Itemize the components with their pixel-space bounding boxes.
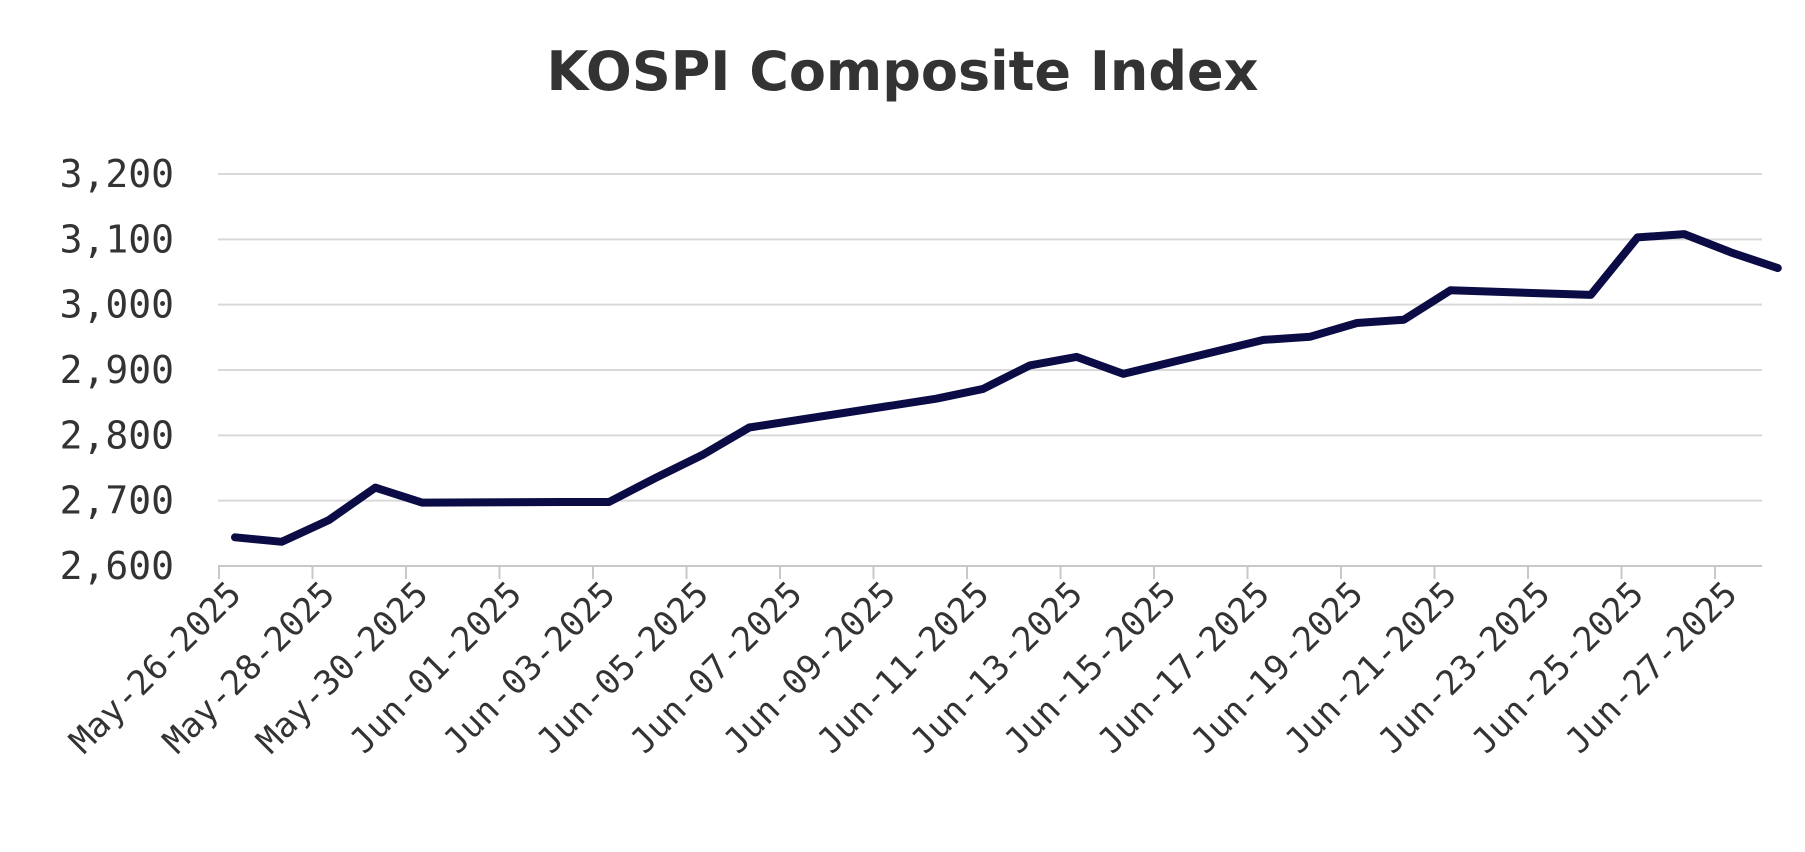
data-point [325,517,332,524]
data-point [278,538,285,545]
data-point [1587,291,1594,298]
series-line [231,230,1782,546]
data-point [1681,231,1688,238]
y-tick-label: 3,100 [60,217,174,261]
data-point [1026,362,1033,369]
y-tick-label: 2,600 [60,544,174,588]
data-point [746,424,753,431]
data-point [372,484,379,491]
data-point [1260,336,1267,343]
data-point [980,385,986,392]
y-tick-label: 2,700 [60,479,174,523]
y-tick-label: 2,800 [60,413,174,457]
data-point [1634,234,1641,241]
data-point [1774,265,1781,272]
data-point [1307,333,1314,340]
data-point [1400,316,1407,323]
data-point [1354,320,1360,326]
data-point [652,474,659,481]
data-point [1120,370,1127,377]
data-point [232,534,238,541]
data-point [1728,249,1734,256]
data-point [559,499,566,505]
data-point [1447,287,1454,294]
data-point [606,499,612,505]
data-point [933,395,940,402]
y-tick-label: 2,900 [60,348,174,392]
y-tick-label: 3,000 [60,283,174,327]
chart-title: KOSPI Composite Index [546,40,1259,103]
y-tick-label: 3,200 [60,152,174,196]
data-point [1073,353,1080,360]
data-point [699,451,706,458]
data-point [419,499,425,506]
